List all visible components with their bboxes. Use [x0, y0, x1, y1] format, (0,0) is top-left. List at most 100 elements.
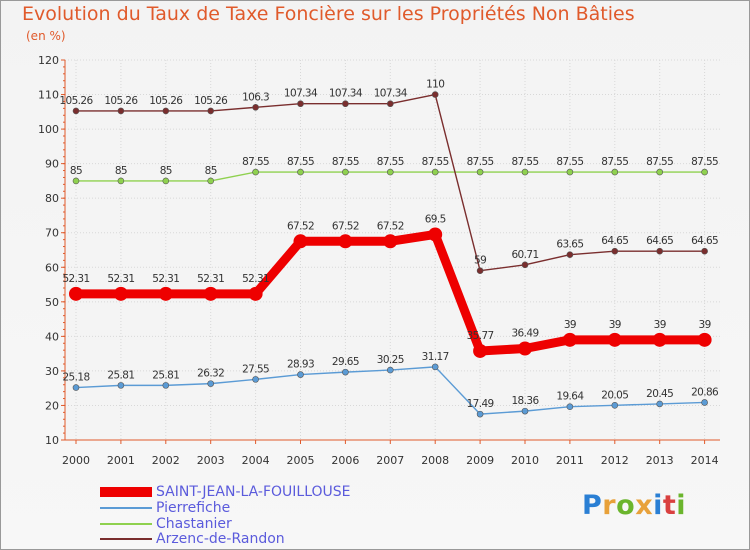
data-label: 27.55	[242, 363, 269, 375]
data-label: 25.81	[107, 369, 134, 381]
legend-swatch	[100, 507, 152, 509]
data-point	[248, 286, 263, 301]
legend-label: SAINT-JEAN-LA-FOUILLOUSE	[156, 484, 351, 500]
y-tick-label: 40	[45, 330, 59, 343]
chart-unit-label: (en %)	[26, 29, 66, 43]
legend-label: Pierrefiche	[156, 500, 231, 516]
data-point	[69, 286, 83, 301]
data-point	[652, 332, 667, 347]
data-point	[386, 168, 394, 176]
data-point	[252, 104, 259, 111]
data-point	[207, 177, 214, 185]
chart-title: Evolution du Taux de Taxe Foncière sur l…	[22, 3, 635, 25]
data-label: 105.26	[194, 95, 228, 107]
data-point	[607, 332, 622, 347]
data-point	[117, 382, 125, 389]
data-label: 39	[699, 319, 711, 331]
data-label: 59	[474, 255, 486, 267]
x-tick-label: 2000	[62, 454, 90, 467]
data-label: 36.49	[511, 327, 538, 339]
data-point	[203, 286, 218, 301]
data-label: 64.65	[646, 235, 673, 247]
data-label: 39	[654, 319, 666, 331]
data-point	[521, 407, 529, 415]
data-label: 64.65	[601, 235, 628, 247]
data-label: 87.55	[556, 156, 583, 168]
data-label: 31.17	[422, 351, 449, 363]
data-point	[207, 107, 214, 115]
data-label: 18.36	[511, 395, 539, 407]
data-point	[521, 168, 529, 176]
data-label: 87.55	[691, 156, 718, 168]
data-point	[342, 168, 349, 176]
data-label: 105.26	[104, 95, 138, 107]
data-point	[701, 399, 708, 406]
x-tick-label: 2012	[601, 454, 629, 467]
data-point	[207, 380, 214, 387]
data-point	[566, 403, 574, 410]
data-point	[566, 168, 574, 176]
data-point	[342, 100, 349, 108]
legend-label: Chastanier	[156, 516, 232, 532]
data-label: 28.93	[287, 359, 314, 371]
x-tick-label: 2014	[691, 454, 719, 467]
data-point	[162, 107, 170, 115]
data-label: 85	[205, 165, 217, 177]
data-label: 20.45	[646, 388, 673, 400]
x-tick-label: 2002	[152, 454, 180, 467]
x-tick-label: 2011	[556, 454, 584, 467]
data-point	[656, 400, 664, 408]
data-label: 87.55	[646, 156, 673, 168]
logo-letter: P	[582, 490, 603, 521]
data-point	[386, 100, 394, 108]
data-label: 25.81	[152, 369, 179, 381]
data-point	[252, 376, 259, 383]
x-tick-label: 2003	[197, 454, 225, 467]
data-point	[162, 382, 170, 389]
data-point	[476, 267, 484, 275]
data-point	[383, 234, 398, 249]
data-point	[701, 247, 708, 255]
legend-swatch	[100, 487, 152, 497]
y-tick-label: 60	[45, 261, 59, 274]
data-label: 35.77	[467, 330, 494, 342]
data-point	[293, 234, 308, 249]
data-point	[252, 168, 259, 176]
logo-letter: i	[676, 490, 687, 521]
y-tick-label: 100	[38, 123, 59, 136]
data-label: 85	[115, 165, 127, 177]
data-point	[338, 234, 353, 249]
data-label: 85	[70, 165, 82, 177]
data-label: 39	[609, 319, 621, 331]
x-tick-label: 2001	[107, 454, 135, 467]
data-point	[162, 177, 170, 185]
data-label: 87.55	[511, 156, 538, 168]
x-tick-label: 2010	[511, 454, 539, 467]
x-tick-label: 2005	[287, 454, 315, 467]
y-tick-label: 70	[45, 227, 59, 240]
data-point	[431, 168, 439, 176]
y-tick-label: 20	[45, 399, 59, 412]
data-label: 20.05	[601, 389, 628, 401]
data-point	[342, 368, 349, 376]
proxiti-logo: Proxiti	[582, 490, 686, 521]
data-point	[297, 371, 304, 378]
data-point	[656, 168, 664, 176]
data-point	[386, 366, 394, 374]
data-label: 67.52	[377, 220, 404, 232]
data-point	[113, 286, 128, 301]
logo-letter: t	[662, 490, 677, 521]
data-label: 107.34	[329, 88, 363, 100]
data-point	[117, 177, 125, 185]
y-tick-label: 90	[45, 158, 59, 171]
data-label: 26.32	[197, 368, 224, 380]
y-tick-label: 30	[45, 365, 59, 378]
legend-swatch	[100, 523, 152, 525]
data-label: 29.65	[332, 356, 359, 368]
data-label: 87.55	[332, 156, 359, 168]
x-tick-label: 2007	[376, 454, 404, 467]
data-point	[72, 107, 80, 115]
data-label: 106.3	[242, 91, 269, 103]
data-label: 52.31	[242, 273, 269, 285]
